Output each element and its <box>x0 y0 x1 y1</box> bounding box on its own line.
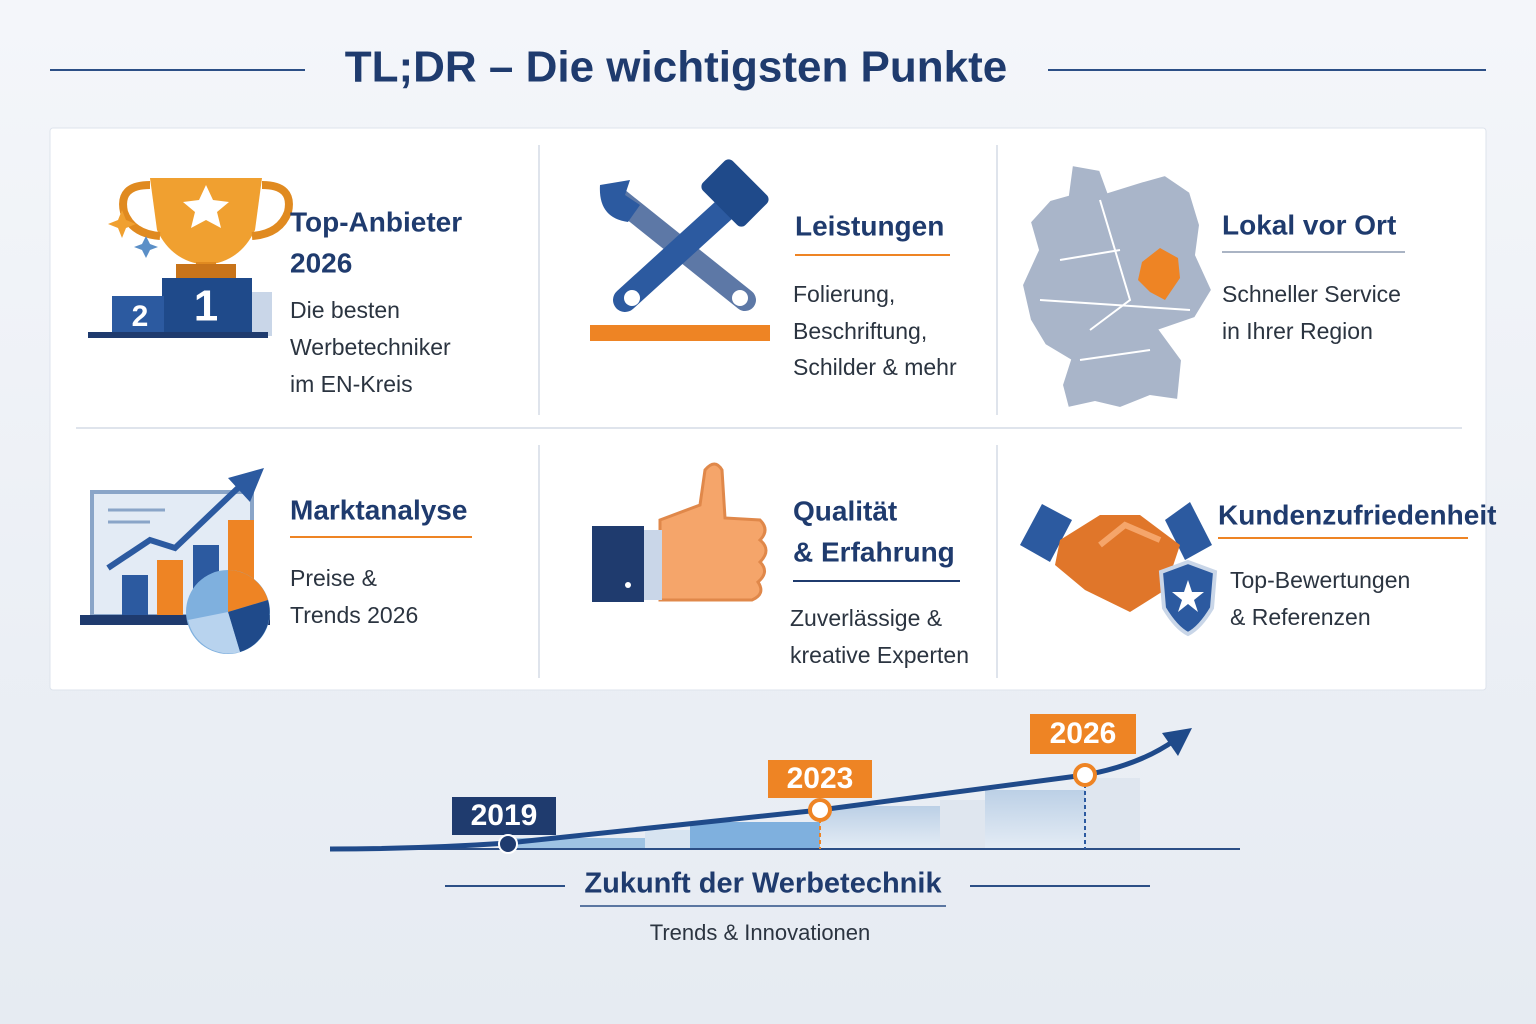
timeline: 2019 2023 2026 Zukunft der Werbetechnik … <box>329 714 1240 945</box>
year-label: 2023 <box>787 762 854 795</box>
card-text: Top-Bewertungen <box>1230 567 1410 593</box>
card-text: in Ihrer Region <box>1222 318 1373 344</box>
germany-map <box>1020 163 1214 410</box>
trophy-icon-part <box>119 181 161 240</box>
card-leistungen: Leistungen Folierung, Beschriftung, Schi… <box>590 159 957 380</box>
tools-icon-part <box>613 188 747 312</box>
germany-map-part <box>1020 163 1214 410</box>
trophy-icon-part <box>251 181 293 240</box>
handshake-icon-part <box>1172 580 1204 612</box>
card-title: Qualität <box>793 495 897 526</box>
badge-label: 1 <box>194 282 218 331</box>
card-qualitaet: Qualität & Erfahrung Zuverlässige & krea… <box>592 462 969 668</box>
germany-map-part <box>1138 248 1180 300</box>
thumbs-up-icon-part <box>658 462 768 602</box>
trophy-icon-part <box>150 178 262 265</box>
trophy-icon-part <box>176 264 236 278</box>
trophy-icon: 1 2 <box>88 178 293 338</box>
timeline-part <box>690 822 820 849</box>
tools-icon-part <box>599 180 640 222</box>
timeline-part <box>1162 728 1192 756</box>
trophy-icon-part <box>108 210 136 238</box>
card-text: Preise & <box>290 565 377 591</box>
trophy-icon-part <box>252 292 272 336</box>
timeline-part <box>645 830 690 849</box>
card-text: kreative Experten <box>790 642 969 668</box>
handshake-icon <box>1020 502 1218 637</box>
tools-icon-part <box>624 290 640 306</box>
year-box <box>452 797 556 835</box>
card-title: Lokal vor Ort <box>1222 209 1396 240</box>
card-text: im EN-Kreis <box>290 371 413 397</box>
card-text: Werbetechniker <box>290 334 451 360</box>
trophy-icon-part <box>183 185 229 228</box>
card-text: Schneller Service <box>1222 281 1401 307</box>
thumbs-up-icon-part <box>642 530 662 600</box>
timeline-part <box>1073 763 1097 787</box>
card-marktanalyse: Marktanalyse Preise & Trends 2026 <box>80 468 472 654</box>
timeline-subtitle: Trends & Innovationen <box>650 920 871 945</box>
chart-icon-part <box>228 570 268 612</box>
card-top-anbieter: 1 2 Top-Anbieter 2026 Die besten Werbete… <box>88 178 462 397</box>
timeline-part <box>940 800 985 849</box>
card-lokal: Lokal vor Ort Schneller Service in Ihrer… <box>1020 163 1405 410</box>
card-title: Marktanalyse <box>290 494 467 525</box>
card-title: & Erfahrung <box>793 536 955 567</box>
handshake-icon-part <box>1098 521 1162 548</box>
card-text: Trends 2026 <box>290 602 418 628</box>
card-title: Kundenzufriedenheit <box>1218 499 1496 530</box>
chart-icon-part <box>228 468 264 502</box>
germany-map-part <box>1039 199 1191 361</box>
card-text: Die besten <box>290 297 400 323</box>
card-title: Top-Anbieter <box>290 206 462 237</box>
timeline-part <box>808 798 832 822</box>
timeline-part <box>498 834 518 854</box>
header: TL;DR – Die wichtigsten Punkte <box>50 43 1486 92</box>
year-label: 2019 <box>471 799 538 832</box>
card-title: 2026 <box>290 247 352 278</box>
thumbs-up-icon <box>592 462 768 602</box>
chart-icon-part <box>157 560 183 615</box>
timeline-part <box>820 806 940 849</box>
trophy-icon-part <box>112 296 164 336</box>
chart-icon-part <box>122 575 148 615</box>
year-box <box>1030 714 1136 754</box>
timeline-title: Zukunft der Werbetechnik <box>584 868 942 900</box>
handshake-icon-part <box>1165 502 1212 560</box>
trophy-icon-part <box>162 278 252 336</box>
year-box <box>768 760 872 798</box>
tools-icon-part <box>590 325 770 341</box>
badge-label: 2 <box>132 300 149 333</box>
card-text: Schilder & mehr <box>793 354 957 380</box>
handshake-icon-part <box>1055 515 1180 612</box>
chart-icon <box>80 468 270 654</box>
trophy-icon-part <box>88 332 268 338</box>
thumbs-up-icon-part <box>625 582 631 588</box>
chart-icon-part <box>188 612 240 654</box>
card-title: Leistungen <box>795 210 944 241</box>
timeline-part <box>515 838 645 849</box>
page-title: TL;DR – Die wichtigsten Punkte <box>345 43 1008 92</box>
timeline-part <box>1085 778 1140 849</box>
card-text: Folierung, <box>793 281 895 307</box>
timeline-part <box>985 790 1085 849</box>
card-kunden: Kundenzufriedenheit Top-Bewertungen & Re… <box>1020 499 1496 637</box>
card-text: Beschriftung, <box>793 318 927 344</box>
year-label: 2026 <box>1050 717 1117 750</box>
thumbs-up-icon-part <box>592 526 644 602</box>
trophy-icon-part <box>134 236 158 258</box>
handshake-icon-part <box>1020 504 1072 562</box>
chart-icon-part <box>228 600 270 652</box>
tools-icon-part <box>701 159 769 227</box>
tools-icon-part <box>732 290 748 306</box>
card-text: & Referenzen <box>1230 604 1371 630</box>
chart-icon-part <box>80 615 270 625</box>
card-text: Zuverlässige & <box>790 605 942 631</box>
chart-icon-part <box>106 485 241 571</box>
tools-icon <box>590 159 770 341</box>
